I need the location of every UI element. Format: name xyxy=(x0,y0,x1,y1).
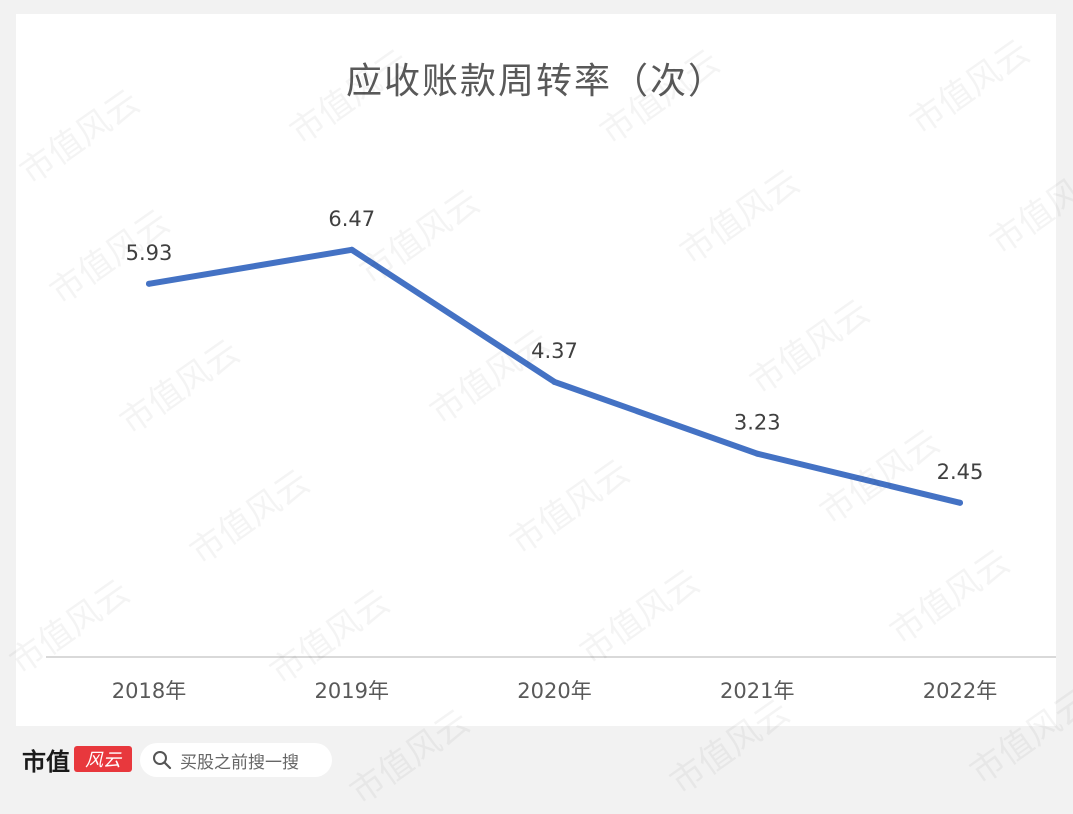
brand[interactable]: 市值 风云 xyxy=(22,743,132,776)
chart-card: 应收账款周转率（次） 5.93 2018年 6.47 2019年 4.37 2020年 3.… xyxy=(16,14,1056,726)
data-label: 4.37 xyxy=(531,339,578,363)
data-label: 5.93 xyxy=(126,241,173,265)
data-point xyxy=(754,450,761,457)
x-tick-label: 2019年 xyxy=(315,679,389,703)
data-label: 6.47 xyxy=(328,207,375,231)
line-chart: 5.93 2018年 6.47 2019年 4.37 2020年 3.23 2021年 2.45… xyxy=(46,207,1056,703)
data-point xyxy=(957,499,963,506)
data-point xyxy=(146,280,152,287)
data-label: 2.45 xyxy=(937,460,984,484)
x-tick-label: 2021年 xyxy=(720,679,794,703)
brand-name: 市值 xyxy=(22,746,70,776)
data-label: 3.23 xyxy=(734,411,781,435)
brand-logo-icon: 风云 xyxy=(74,746,132,772)
search-box[interactable]: 买股之前搜一搜 xyxy=(140,743,332,777)
search-icon xyxy=(153,751,172,770)
x-tick-label: 2022年 xyxy=(923,679,997,703)
search-placeholder: 买股之前搜一搜 xyxy=(180,752,299,773)
brand-logo-text: 风云 xyxy=(85,750,123,771)
x-tick-label: 2018年 xyxy=(112,679,186,703)
series-line xyxy=(146,246,963,506)
data-point xyxy=(551,378,558,385)
chart-title: 应收账款周转率（次） xyxy=(345,61,726,102)
data-point xyxy=(348,246,355,253)
footer-bar: 市值 风云 买股之前搜一搜 xyxy=(0,726,1073,795)
x-tick-label: 2020年 xyxy=(517,679,591,703)
